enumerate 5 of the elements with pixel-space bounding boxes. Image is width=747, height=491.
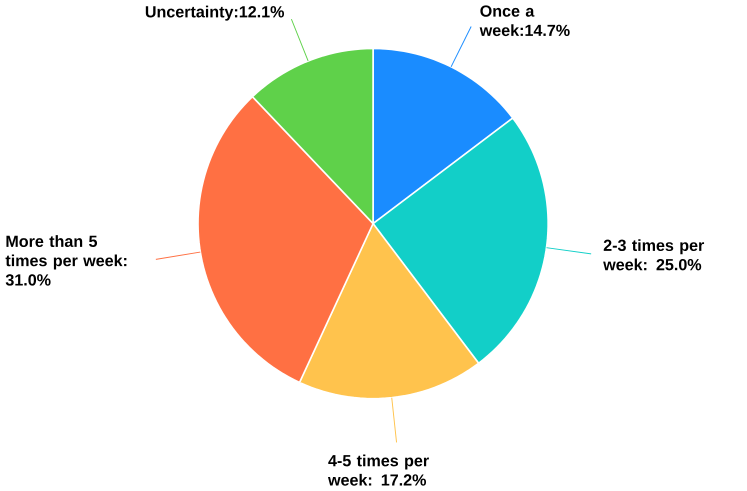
- slice-label: Once a week:14.7%: [480, 5, 570, 36]
- slice-label: Uncertainty:12.1%: [146, 6, 284, 21]
- legend-label: More than 5 times per week: 31.0%: [6, 235, 126, 286]
- slice-label: 2-3 times per week: 25.0%: [603, 239, 704, 270]
- slice-label: 4-5 times per week: 17.2%: [328, 454, 429, 486]
